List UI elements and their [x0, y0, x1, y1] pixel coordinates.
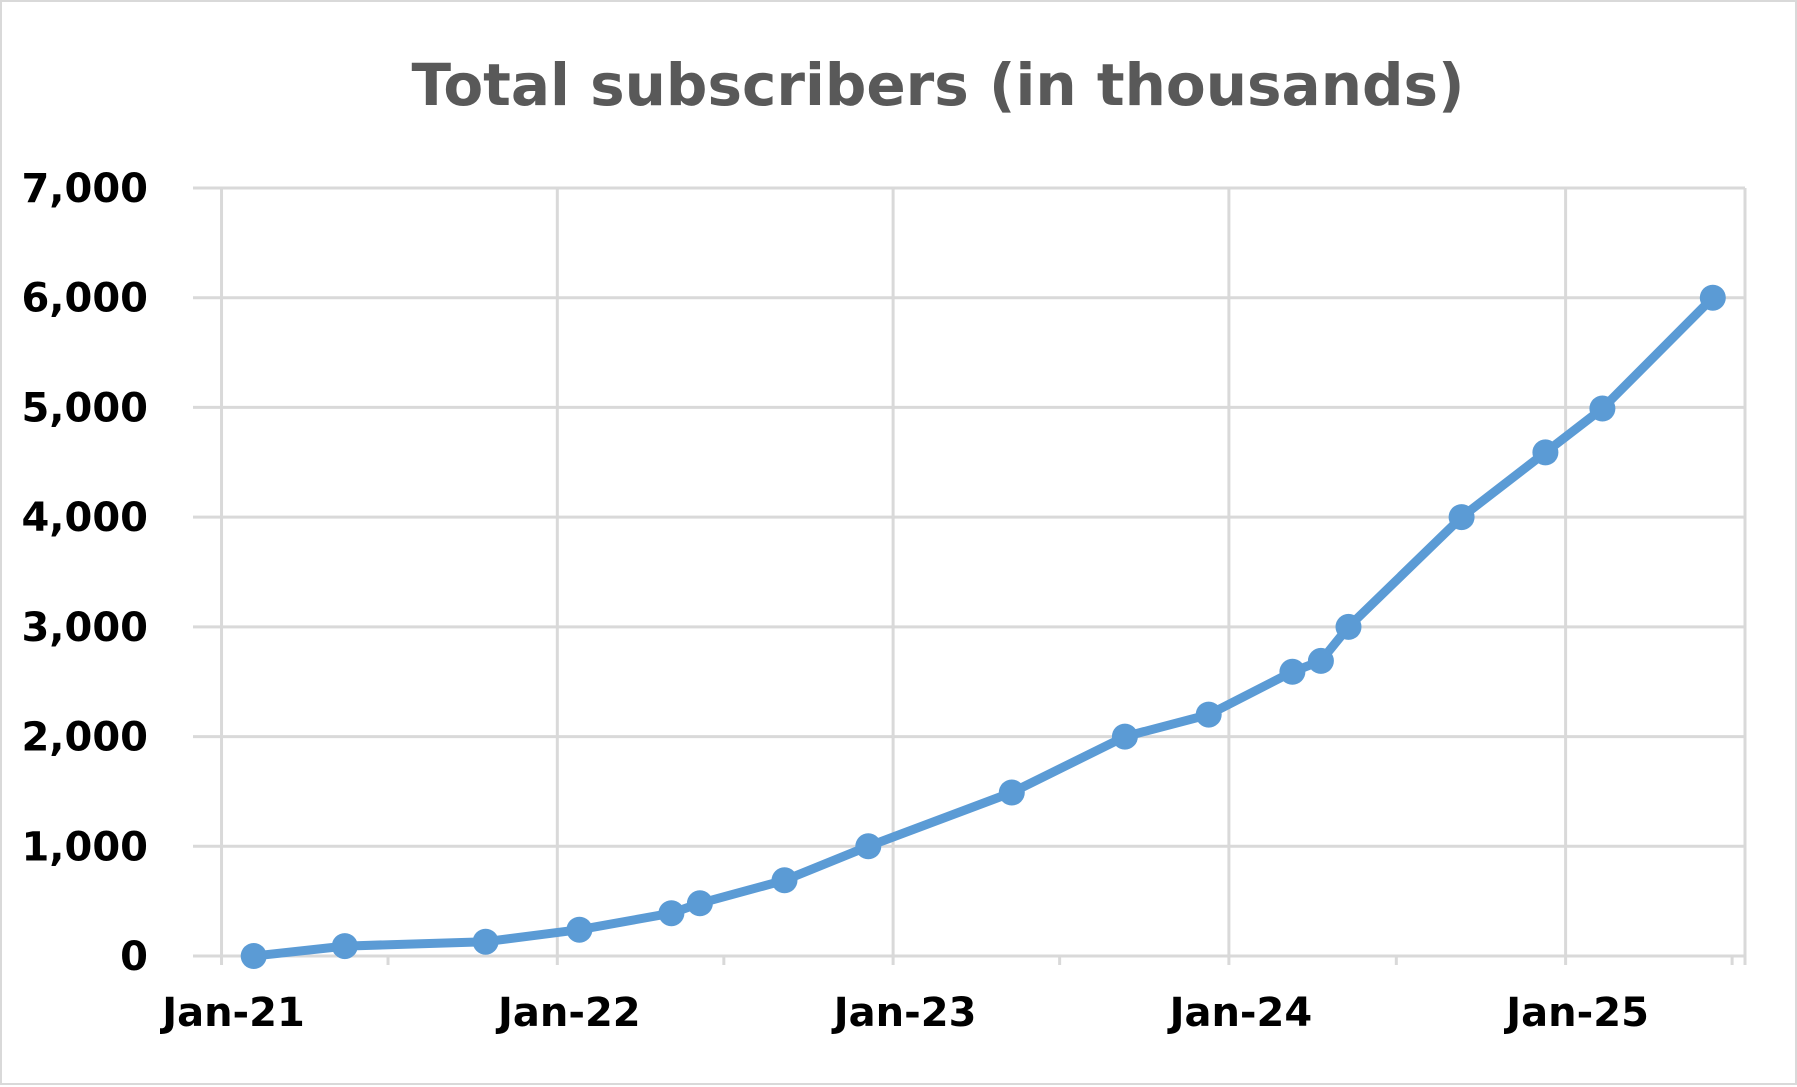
data-point [1448, 504, 1475, 531]
x-tick-label: Jan-22 [495, 990, 641, 1036]
y-tick-label: 4,000 [21, 495, 148, 541]
data-point [658, 900, 685, 927]
data-point [1307, 647, 1334, 674]
data-point [1195, 701, 1222, 728]
data-point [472, 928, 499, 955]
data-point [855, 833, 882, 860]
data-point [1699, 284, 1726, 311]
data-series [240, 284, 1726, 969]
chart-title: Total subscribers (in thousands) [411, 51, 1464, 119]
y-tick-label: 2,000 [21, 715, 148, 761]
gridlines [193, 186, 1747, 965]
data-point [1111, 723, 1138, 750]
y-tick-label: 0 [120, 934, 148, 980]
axes [193, 954, 1745, 965]
data-point [771, 867, 798, 894]
y-tick-label: 3,000 [21, 605, 148, 651]
data-point [331, 933, 358, 960]
series-line [249, 293, 1718, 961]
y-tick-label: 5,000 [21, 385, 148, 431]
data-point [1279, 658, 1306, 685]
x-tick-label: Jan-23 [831, 990, 977, 1036]
y-tick-label: 1,000 [21, 824, 148, 870]
data-point [1532, 439, 1559, 466]
data-point [1335, 613, 1362, 640]
data-point [1589, 395, 1616, 422]
y-tick-label: 6,000 [21, 276, 148, 322]
data-point [998, 779, 1025, 806]
x-tick-label: Jan-24 [1167, 990, 1313, 1036]
x-tick-label: Jan-21 [159, 990, 305, 1036]
data-point [566, 916, 593, 943]
tick-labels: 0 1,000 2,000 3,000 4,000 5,000 6,000 7,000 Jan-… [21, 166, 1648, 1036]
x-tick-label: Jan-25 [1503, 990, 1649, 1036]
data-point [240, 943, 267, 969]
y-tick-label: 7,000 [21, 166, 148, 212]
data-point [686, 890, 713, 917]
